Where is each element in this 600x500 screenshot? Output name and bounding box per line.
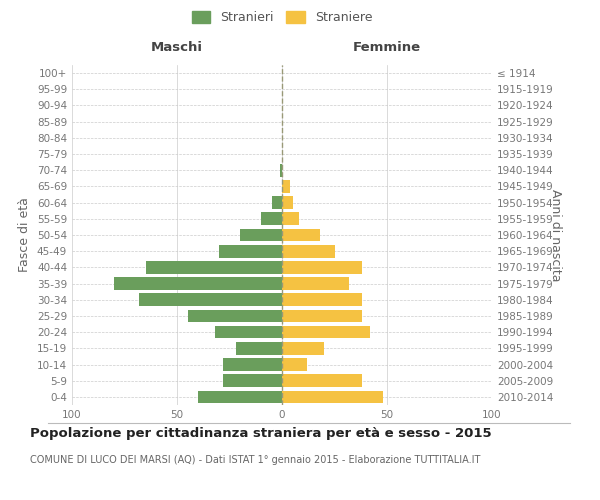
Bar <box>215 326 282 338</box>
Text: Femmine: Femmine <box>353 40 421 54</box>
Bar <box>271 196 282 209</box>
Bar <box>114 278 282 290</box>
Bar <box>282 390 383 403</box>
Bar <box>282 196 293 209</box>
Text: Popolazione per cittadinanza straniera per età e sesso - 2015: Popolazione per cittadinanza straniera p… <box>30 426 491 440</box>
Y-axis label: Fasce di età: Fasce di età <box>19 198 31 272</box>
Bar <box>282 358 307 371</box>
Bar <box>282 228 320 241</box>
Text: COMUNE DI LUCO DEI MARSI (AQ) - Dati ISTAT 1° gennaio 2015 - Elaborazione TUTTIT: COMUNE DI LUCO DEI MARSI (AQ) - Dati IST… <box>30 455 481 465</box>
Bar <box>236 342 282 354</box>
Bar <box>240 228 282 241</box>
Bar <box>219 245 282 258</box>
Bar <box>223 358 282 371</box>
Bar <box>282 278 349 290</box>
Bar <box>280 164 282 176</box>
Bar <box>282 180 290 192</box>
Text: Maschi: Maschi <box>151 40 203 54</box>
Bar <box>282 342 324 354</box>
Y-axis label: Anni di nascita: Anni di nascita <box>549 188 562 281</box>
Bar <box>146 261 282 274</box>
Bar <box>282 326 370 338</box>
Bar <box>187 310 282 322</box>
Bar <box>261 212 282 225</box>
Bar <box>282 212 299 225</box>
Bar <box>223 374 282 387</box>
Bar <box>282 374 362 387</box>
Bar <box>198 390 282 403</box>
Bar <box>282 294 362 306</box>
Bar <box>282 310 362 322</box>
Legend: Stranieri, Straniere: Stranieri, Straniere <box>187 6 377 29</box>
Bar <box>282 245 335 258</box>
Bar <box>282 261 362 274</box>
Bar <box>139 294 282 306</box>
